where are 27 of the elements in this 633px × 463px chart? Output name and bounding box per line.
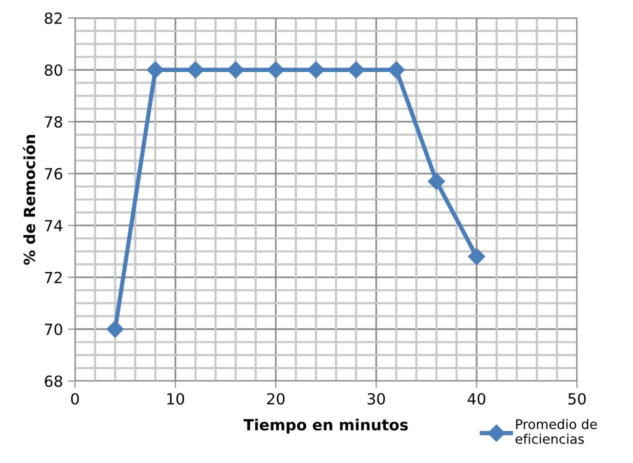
- point: [227, 61, 244, 78]
- x-tick-label: 30: [368, 393, 385, 405]
- y-tick-label: 74: [45, 220, 62, 232]
- x-tick-label: 0: [71, 393, 79, 405]
- x-axis-title: Tiempo en minutos: [244, 418, 408, 434]
- legend-label: Promedio de eficiencias: [516, 418, 597, 444]
- y-axis-title: % de Remoción: [22, 134, 36, 265]
- point: [267, 61, 284, 78]
- point: [106, 320, 124, 338]
- y-tick-label: 78: [45, 116, 62, 128]
- point: [348, 61, 365, 78]
- point: [186, 61, 204, 78]
- point: [468, 248, 486, 266]
- y-tick-label: 80: [44, 64, 62, 76]
- y-tick-label: 76: [45, 168, 62, 180]
- y-tick-label: 68: [44, 375, 62, 388]
- x-tick-label: 10: [167, 393, 184, 405]
- y-tick-label: 72: [45, 272, 62, 284]
- point: [307, 61, 325, 78]
- point: [388, 61, 405, 78]
- x-tick-label: 40: [468, 393, 486, 405]
- x-tick-label: 50: [568, 393, 586, 405]
- y-tick-label: 82: [44, 12, 62, 24]
- point: [146, 61, 164, 78]
- point: [428, 172, 445, 190]
- y-tick-label: 70: [45, 324, 62, 336]
- x-tick-label: 20: [267, 393, 285, 405]
